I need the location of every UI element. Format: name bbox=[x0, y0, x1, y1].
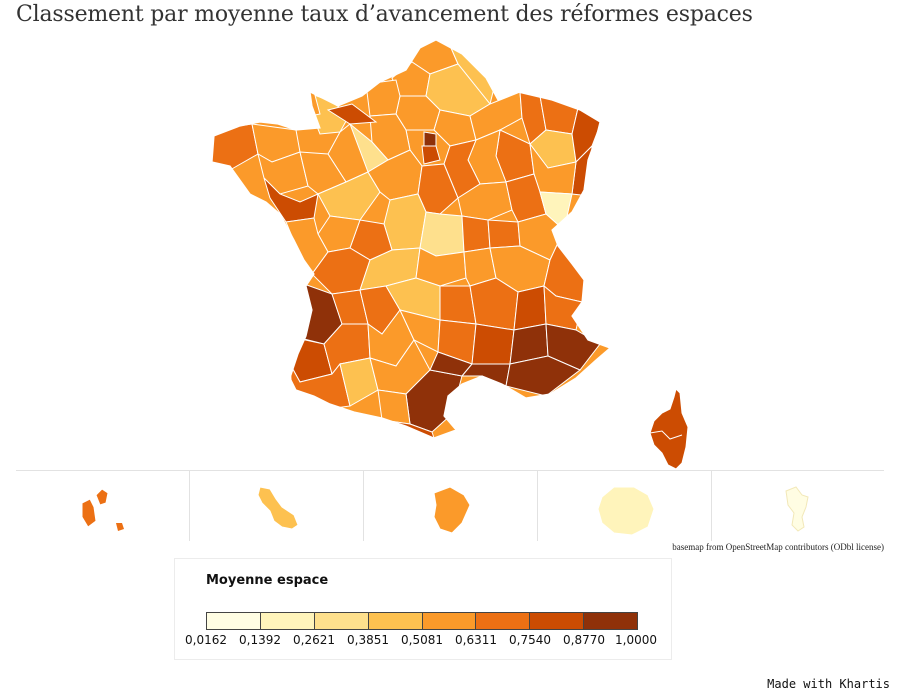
department-cells bbox=[212, 40, 610, 438]
legend-panel: Moyenne espace 0,0162 0,1392 0,2621 0,38… bbox=[174, 558, 672, 660]
inset-martinique bbox=[190, 471, 363, 541]
martinique-shape bbox=[257, 486, 299, 530]
france-choropleth-map bbox=[211, 39, 612, 439]
inset-mayotte bbox=[712, 471, 885, 541]
legend-swatch-3 bbox=[314, 613, 369, 629]
legend-tick: 0,0162 bbox=[185, 633, 227, 647]
legend-swatch-6 bbox=[476, 613, 531, 629]
legend-swatch-5 bbox=[422, 613, 477, 629]
legend-swatch-8 bbox=[584, 613, 637, 629]
inset-reunion bbox=[538, 471, 711, 541]
basemap-credit: basemap from OpenStreetMap contributors … bbox=[672, 542, 884, 552]
legend-tick: 1,0000 bbox=[615, 633, 657, 647]
legend-tick: 0,7540 bbox=[509, 633, 551, 647]
legend-tick: 0,3851 bbox=[347, 633, 389, 647]
legend-swatch-2 bbox=[260, 613, 315, 629]
corsica-island bbox=[649, 388, 689, 470]
made-with-khartis: Made with Khartis bbox=[767, 677, 890, 691]
mayotte-shape bbox=[785, 486, 809, 532]
legend-color-scale bbox=[206, 612, 638, 630]
guadeloupe-shape bbox=[81, 488, 124, 531]
inset-guadeloupe bbox=[16, 471, 189, 541]
map-title: Classement par moyenne taux d’avancement… bbox=[16, 2, 753, 27]
reunion-shape bbox=[597, 486, 655, 536]
legend-title: Moyenne espace bbox=[206, 573, 329, 588]
legend-tick: 0,6311 bbox=[455, 633, 497, 647]
legend-swatch-1 bbox=[207, 613, 261, 629]
inset-guyane bbox=[364, 471, 537, 541]
legend-tick: 0,8770 bbox=[563, 633, 605, 647]
legend-swatch-4 bbox=[368, 613, 423, 629]
overseas-insets bbox=[16, 470, 884, 541]
legend-tick: 0,1392 bbox=[239, 633, 281, 647]
legend-tick: 0,5081 bbox=[401, 633, 443, 647]
france-outline bbox=[211, 39, 612, 439]
guyane-shape bbox=[433, 486, 471, 534]
legend-tick: 0,2621 bbox=[293, 633, 335, 647]
legend-swatch-7 bbox=[530, 613, 585, 629]
legend-tick-labels: 0,0162 0,1392 0,2621 0,3851 0,5081 0,631… bbox=[175, 633, 671, 649]
